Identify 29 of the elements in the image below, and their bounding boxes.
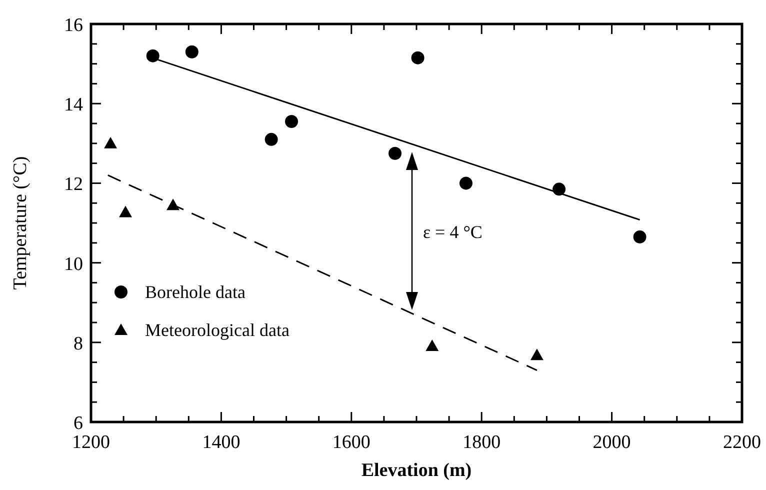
y-tick-label: 8 (74, 333, 83, 354)
legend-label: Borehole data (145, 282, 246, 302)
point (411, 51, 424, 64)
point (285, 115, 298, 128)
point (104, 136, 118, 148)
point (119, 206, 132, 218)
legend-label: Meteorological data (145, 320, 290, 340)
x-tick-label: 2200 (723, 432, 761, 453)
y-axis-title: Temperature (°C) (10, 156, 31, 290)
x-axis-title: Elevation (m) (361, 460, 472, 481)
point (633, 230, 646, 244)
point (146, 49, 160, 62)
x-tick-label: 1400 (202, 432, 240, 453)
point (530, 348, 544, 360)
x-tick-label: 1800 (462, 432, 501, 453)
point (185, 45, 198, 58)
x-tick-label: 1600 (332, 432, 370, 453)
x-tick-label: 2000 (592, 432, 631, 453)
y-tick-label: 14 (64, 94, 84, 116)
y-tick-label: 16 (64, 15, 83, 36)
point (264, 132, 278, 146)
y-tick-label: 6 (74, 413, 83, 434)
x-tick-label: 1200 (72, 432, 110, 453)
point (459, 176, 472, 190)
annotation: ε = 4 °C (423, 222, 482, 242)
point (426, 339, 439, 351)
y-tick-label: 12 (64, 174, 83, 196)
point (388, 146, 402, 160)
y-tick-label: 10 (64, 254, 83, 275)
